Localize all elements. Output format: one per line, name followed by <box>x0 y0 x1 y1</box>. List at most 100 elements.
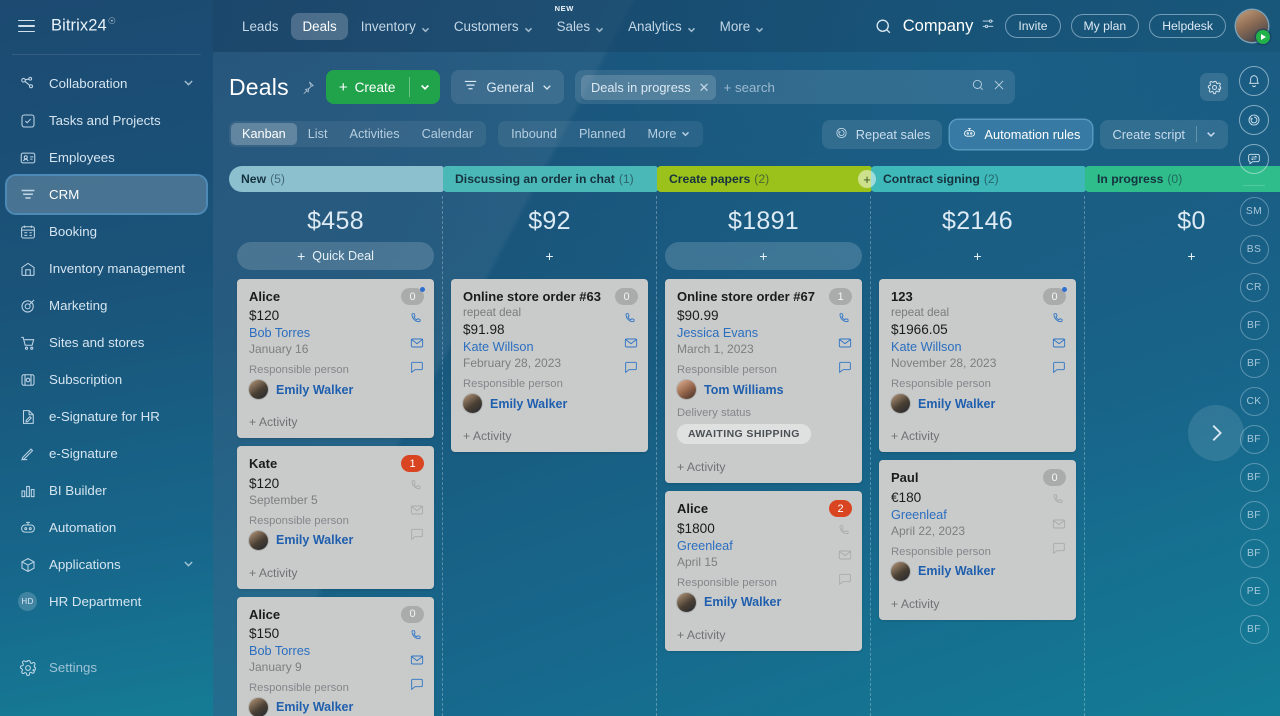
rail-avatar[interactable]: BF <box>1239 463 1269 492</box>
sidebar-item-settings[interactable]: Settings <box>7 649 206 686</box>
add-activity-link[interactable]: + Activity <box>677 460 726 475</box>
action-create-script-button[interactable]: Create script <box>1100 119 1228 149</box>
activity-counter-badge[interactable]: 0 <box>1043 287 1067 305</box>
chat-icon[interactable] <box>408 676 425 693</box>
deal-client-link[interactable]: Kate Willson <box>463 340 534 355</box>
nav-item-more[interactable]: More <box>709 13 776 40</box>
filter-chip-deals-in-progress[interactable]: Deals in progress ✕ <box>581 74 716 100</box>
column-add-deal-button[interactable]: + <box>451 242 648 270</box>
rail-avatar[interactable]: BS <box>1239 235 1269 264</box>
nav-item-analytics[interactable]: Analytics <box>617 13 707 40</box>
invite-button[interactable]: Invite <box>1005 14 1061 38</box>
sidebar-item-e-signature-for-hr[interactable]: e-Signature for HR <box>7 398 206 435</box>
mail-icon[interactable] <box>836 546 853 563</box>
create-deal-main[interactable]: + Create <box>326 70 410 104</box>
mail-icon[interactable] <box>408 652 425 669</box>
deal-card[interactable]: 0 Alice $120 Bob Torres January 16 Responsibl… <box>237 279 434 439</box>
column-add-deal-button[interactable]: + <box>879 242 1076 270</box>
user-avatar[interactable] <box>1236 10 1270 44</box>
sidebar-item-booking[interactable]: Booking <box>7 213 206 250</box>
deal-card[interactable]: 0 Paul €180 Greenleaf April 22, 2023 Responsi… <box>879 460 1076 620</box>
deal-card[interactable]: 1 Kate $120 September 5 Responsible person Em… <box>237 446 434 589</box>
tab-kanban[interactable]: Kanban <box>231 123 297 145</box>
rail-avatar[interactable]: BF <box>1239 349 1269 378</box>
rail-avatar[interactable]: BF <box>1239 425 1269 454</box>
sidebar-item-applications[interactable]: Applications <box>7 546 206 583</box>
tab-inbound[interactable]: Inbound <box>500 123 568 145</box>
tab-activities[interactable]: Activities <box>339 123 411 145</box>
sidebar-item-collaboration[interactable]: Collaboration <box>7 65 206 102</box>
chat-icon[interactable] <box>408 358 425 375</box>
app-logo[interactable]: Bitrix24☉ <box>51 16 116 36</box>
phone-icon[interactable] <box>408 310 425 327</box>
deal-card[interactable]: 0 Alice $150 Bob Torres January 9 Responsible… <box>237 596 434 716</box>
phone-icon[interactable] <box>1050 310 1067 327</box>
sidebar-item-marketing[interactable]: Marketing <box>7 287 206 324</box>
phone-icon[interactable] <box>836 310 853 327</box>
deal-client-link[interactable]: Greenleaf <box>891 507 947 522</box>
chat-icon[interactable] <box>1050 539 1067 556</box>
sidebar-item-tasks-and-projects[interactable]: Tasks and Projects <box>7 102 206 139</box>
phone-icon[interactable] <box>1050 491 1067 508</box>
tab-list[interactable]: List <box>297 123 339 145</box>
deal-client-link[interactable]: Bob Torres <box>249 326 311 341</box>
sidebar-item-automation[interactable]: Automation <box>7 509 206 546</box>
deal-client-link[interactable]: Bob Torres <box>249 643 311 658</box>
chat-icon[interactable] <box>836 570 853 587</box>
create-deal-button[interactable]: + Create <box>325 70 441 104</box>
activity-counter-badge[interactable]: 1 <box>401 455 424 473</box>
responsible-person[interactable]: Emily Walker <box>463 394 636 414</box>
rail-repeat-sales-icon[interactable] <box>1239 105 1269 135</box>
search-icon[interactable] <box>971 78 985 97</box>
add-stage-button[interactable]: + <box>858 170 876 188</box>
sidebar-item-crm[interactable]: CRM <box>7 176 206 213</box>
my-plan-button[interactable]: My plan <box>1070 14 1140 38</box>
mail-icon[interactable] <box>1050 515 1067 532</box>
add-activity-link[interactable]: + Activity <box>249 415 298 430</box>
chat-icon[interactable] <box>622 358 639 375</box>
deal-card[interactable]: 0 123 repeat deal $1966.05 Kate Willson Novem… <box>879 279 1076 453</box>
responsible-person[interactable]: Emily Walker <box>249 697 422 716</box>
deal-client-link[interactable]: Greenleaf <box>677 538 733 553</box>
chat-icon[interactable] <box>1050 358 1067 375</box>
rail-chat-exchange-icon[interactable] <box>1239 144 1269 174</box>
column-header[interactable]: New (5) <box>229 166 455 192</box>
nav-item-leads[interactable]: Leads <box>231 13 289 40</box>
activity-counter-badge[interactable]: 0 <box>401 287 425 305</box>
action-automation-rules-button[interactable]: Automation rules <box>950 119 1093 149</box>
activity-counter-badge[interactable]: 0 <box>1043 469 1066 487</box>
mail-icon[interactable] <box>408 334 425 351</box>
responsible-person[interactable]: Emily Walker <box>249 380 422 400</box>
nav-item-sales[interactable]: NEW Sales <box>546 4 616 40</box>
phone-icon[interactable] <box>408 477 425 494</box>
nav-item-deals[interactable]: Deals <box>291 12 348 40</box>
phone-icon[interactable] <box>836 522 853 539</box>
mail-icon[interactable] <box>1050 334 1067 351</box>
rail-avatar[interactable]: BF <box>1239 539 1269 568</box>
responsible-person[interactable]: Emily Walker <box>249 530 422 550</box>
mail-icon[interactable] <box>836 334 853 351</box>
column-header[interactable]: Contract signing (2) <box>871 166 1097 192</box>
sidebar-item-sites-and-stores[interactable]: Sites and stores <box>7 324 206 361</box>
sidebar-item-inventory-management[interactable]: Inventory management <box>7 250 206 287</box>
mail-icon[interactable] <box>408 501 425 518</box>
activity-counter-badge[interactable]: 0 <box>615 288 638 305</box>
search-icon[interactable] <box>874 17 893 36</box>
deal-client-link[interactable]: Jessica Evans <box>677 326 759 341</box>
add-activity-link[interactable]: + Activity <box>677 627 726 642</box>
responsible-person[interactable]: Emily Walker <box>891 561 1064 581</box>
column-header[interactable]: Discussing an order in chat (1) <box>443 166 669 192</box>
sidebar-item-employees[interactable]: Employees <box>7 139 206 176</box>
activity-counter-badge[interactable]: 1 <box>829 288 852 305</box>
rail-bell-icon[interactable] <box>1239 66 1269 96</box>
add-activity-link[interactable]: + Activity <box>891 429 940 444</box>
company-selector[interactable]: Company <box>903 17 996 36</box>
column-add-deal-button[interactable]: + <box>665 242 862 270</box>
responsible-person[interactable]: Emily Walker <box>677 592 850 612</box>
nav-item-customers[interactable]: Customers <box>443 13 544 40</box>
pin-icon[interactable] <box>300 80 315 95</box>
clear-search-icon[interactable] <box>992 78 1006 97</box>
nav-item-inventory[interactable]: Inventory <box>350 13 441 40</box>
add-activity-link[interactable]: + Activity <box>891 596 940 611</box>
close-icon[interactable]: ✕ <box>698 79 710 95</box>
